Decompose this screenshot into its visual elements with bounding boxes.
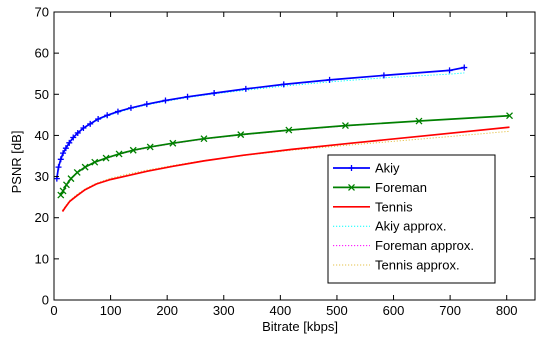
- legend-box: [327, 154, 496, 284]
- data-point-foreman: [129, 146, 137, 154]
- data-point-akiy: [162, 97, 169, 104]
- legend-marker-foreman: [348, 183, 355, 191]
- x-tick-label: 300: [213, 303, 235, 318]
- x-tick-label: 800: [496, 303, 518, 318]
- x-tick-label: 100: [100, 303, 122, 318]
- data-point-akiy: [60, 150, 67, 157]
- axes-layer: 0 100 200 300 400 500 600 700 800 0 10 20 30 40 50 60 70: [35, 5, 536, 318]
- data-point-foreman: [200, 135, 208, 143]
- x-tick-label: 500: [326, 303, 348, 318]
- data-point-foreman: [57, 191, 65, 199]
- y-axis-label: PSNR [dB]: [9, 131, 24, 194]
- data-point-akiy: [55, 164, 62, 171]
- legend-label-foreman-approx: Foreman approx.: [375, 238, 474, 253]
- data-point-foreman: [91, 158, 99, 166]
- legend-label-tennis: Tennis: [375, 199, 413, 214]
- series-line-tennis: [61, 126, 510, 212]
- x-tick-label: 0: [50, 303, 57, 318]
- legend-label-akiy-approx: Akiy approx.: [375, 219, 447, 234]
- data-point-foreman: [73, 168, 81, 176]
- data-point-foreman: [102, 154, 110, 162]
- y-tick-label: 50: [35, 87, 49, 102]
- data-point-foreman: [341, 122, 349, 130]
- data-point-foreman: [81, 163, 89, 171]
- x-tick-label: 700: [439, 303, 461, 318]
- x-tick-label: 600: [383, 303, 405, 318]
- data-point-akiy: [280, 81, 287, 88]
- y-tick-label: 10: [35, 251, 49, 266]
- series-layer: [53, 64, 513, 212]
- data-point-foreman: [169, 139, 177, 147]
- legend-label-foreman: Foreman: [375, 180, 427, 195]
- data-point-akiy: [70, 134, 77, 141]
- series-foreman: [57, 112, 513, 199]
- data-point-akiy: [380, 72, 387, 79]
- data-point-akiy: [461, 64, 468, 71]
- data-point-akiy: [104, 112, 111, 119]
- data-point-akiy: [114, 108, 121, 115]
- y-tick-label: 0: [42, 293, 49, 308]
- data-point-foreman: [237, 131, 245, 139]
- data-point-foreman: [62, 181, 70, 189]
- data-point-akiy: [446, 67, 453, 74]
- data-point-akiy: [95, 115, 102, 122]
- data-point-akiy: [143, 101, 150, 108]
- plot-frame: [53, 11, 536, 301]
- x-tick-label: 200: [156, 303, 178, 318]
- data-point-foreman: [146, 143, 154, 151]
- y-tick-label: 60: [35, 46, 49, 61]
- data-point-akiy: [326, 76, 333, 83]
- data-point-foreman: [59, 187, 67, 195]
- x-tick-label: 400: [270, 303, 292, 318]
- series-tennis: [61, 126, 510, 212]
- data-point-akiy: [57, 156, 64, 163]
- data-point-akiy: [87, 120, 94, 127]
- data-point-foreman: [285, 126, 293, 134]
- legend-label-tennis-approx: Tennis approx.: [375, 258, 460, 273]
- data-point-akiy: [211, 90, 218, 97]
- data-point-akiy: [66, 139, 73, 146]
- y-tick-label: 30: [35, 169, 49, 184]
- data-point-akiy: [127, 104, 134, 111]
- legend-marker-akiy: [348, 165, 355, 171]
- x-axis-label: Bitrate [kbps]: [262, 319, 338, 334]
- y-tick-label: 70: [35, 5, 49, 20]
- legend: Akiy Foreman Tennis Akiy approx. Foreman app…: [327, 154, 496, 284]
- y-tick-label: 40: [35, 128, 49, 143]
- series-akiy: [53, 64, 468, 182]
- data-point-akiy: [74, 129, 81, 136]
- data-point-akiy: [80, 125, 87, 132]
- data-point-akiy: [62, 145, 69, 152]
- data-point-foreman: [506, 112, 513, 120]
- legend-label-akiy: Akiy: [375, 161, 400, 176]
- y-tick-label: 20: [35, 210, 49, 225]
- data-point-foreman: [67, 175, 75, 183]
- data-point-foreman: [115, 150, 123, 158]
- data-point-akiy: [242, 85, 249, 92]
- data-point-akiy: [184, 93, 191, 100]
- data-point-foreman: [415, 117, 423, 125]
